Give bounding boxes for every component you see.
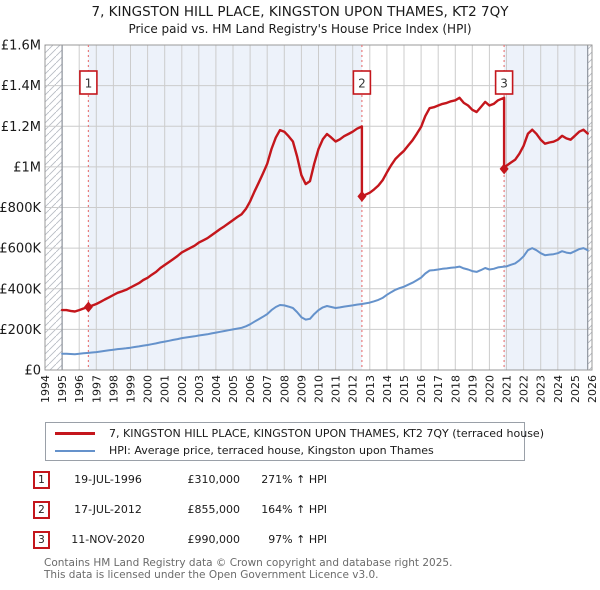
svg-text:2019: 2019 bbox=[466, 375, 479, 403]
transaction-row: 1 19-JUL-1996 £310,000 271% ↑ HPI bbox=[0, 471, 600, 501]
property-price-line bbox=[60, 96, 589, 313]
legend-item-property: 7, KINGSTON HILL PLACE, KINGSTON UPON TH… bbox=[55, 425, 544, 442]
svg-text:2013: 2013 bbox=[364, 375, 377, 403]
page-subtitle: Price paid vs. HM Land Registry's House … bbox=[128, 22, 472, 36]
sale-marker-diamond bbox=[83, 301, 93, 313]
svg-text:£1.4M: £1.4M bbox=[1, 79, 41, 94]
transaction-list: 1 19-JUL-1996 £310,000 271% ↑ HPI 2 17-JUL-20… bbox=[0, 471, 600, 561]
sale-marker-diamond bbox=[357, 190, 367, 202]
transaction-number-badge: 1 bbox=[33, 471, 50, 489]
svg-text:2003: 2003 bbox=[193, 375, 206, 403]
footer-line-1: Contains HM Land Registry data © Crown c… bbox=[44, 557, 453, 569]
sale-marker-label: 1 bbox=[85, 77, 93, 91]
svg-text:2017: 2017 bbox=[432, 375, 445, 403]
footer-line-2: This data is licensed under the Open Gov… bbox=[44, 568, 379, 581]
transaction-date: 19-JUL-1996 bbox=[74, 473, 142, 486]
transaction-row: 2 17-JUL-2012 £855,000 164% ↑ HPI bbox=[0, 501, 600, 531]
sale-marker-label-box bbox=[79, 70, 98, 95]
legend-item-hpi: HPI: Average price, terraced house, King… bbox=[55, 442, 434, 459]
hpi-line-swatch bbox=[55, 449, 95, 452]
svg-text:2026: 2026 bbox=[586, 375, 599, 403]
property-line-swatch bbox=[55, 432, 95, 435]
svg-text:2024: 2024 bbox=[552, 375, 565, 403]
transaction-price: £855,000 bbox=[187, 503, 241, 516]
transaction-price: £310,000 bbox=[187, 473, 241, 486]
svg-text:2005: 2005 bbox=[227, 375, 240, 403]
svg-text:2001: 2001 bbox=[159, 375, 172, 403]
svg-text:£600K: £600K bbox=[0, 242, 41, 257]
sale-marker-label-box bbox=[352, 70, 372, 95]
svg-text:2018: 2018 bbox=[449, 375, 462, 403]
svg-text:2012: 2012 bbox=[347, 375, 360, 403]
price-chart: 1 2 3 £0 £200K £400K £600K £800K £1M £1.2M £1.4M £1… bbox=[0, 39, 599, 404]
svg-text:1999: 1999 bbox=[125, 375, 138, 403]
svg-text:£200K: £200K bbox=[0, 323, 41, 338]
sale-marker-label-box bbox=[494, 70, 514, 95]
svg-text:2023: 2023 bbox=[535, 375, 548, 403]
chart-legend: 7, KINGSTON HILL PLACE, KINGSTON UPON TH… bbox=[45, 422, 544, 461]
sale-marker-label: 3 bbox=[500, 77, 508, 91]
svg-text:£800K: £800K bbox=[0, 201, 41, 216]
transaction-price: £990,000 bbox=[187, 533, 241, 546]
svg-text:1995: 1995 bbox=[56, 375, 69, 403]
svg-text:1994: 1994 bbox=[39, 375, 52, 403]
transaction-date: 11-NOV-2020 bbox=[71, 533, 145, 546]
svg-text:2011: 2011 bbox=[330, 375, 343, 403]
svg-text:2010: 2010 bbox=[313, 375, 326, 403]
svg-text:2000: 2000 bbox=[142, 375, 155, 403]
svg-text:1997: 1997 bbox=[90, 375, 103, 403]
svg-text:£1.6M: £1.6M bbox=[1, 39, 41, 54]
transaction-row: 3 11-NOV-2020 £990,000 97% ↑ HPI bbox=[0, 531, 600, 561]
sale-marker-label: 2 bbox=[358, 77, 366, 91]
page-title: 7, KINGSTON HILL PLACE, KINGSTON UPON TH… bbox=[91, 4, 509, 20]
svg-text:2022: 2022 bbox=[518, 375, 531, 403]
transaction-hpi-change: 164% ↑ HPI bbox=[261, 503, 327, 516]
transaction-date: 17-JUL-2012 bbox=[74, 503, 142, 516]
svg-text:2002: 2002 bbox=[176, 375, 189, 403]
y-axis-labels: £0 £200K £400K £600K £800K £1M £1.2M £1.4M £1.6M bbox=[0, 39, 41, 379]
transaction-number-badge: 2 bbox=[33, 501, 50, 519]
svg-text:2006: 2006 bbox=[244, 375, 257, 403]
svg-text:2020: 2020 bbox=[483, 375, 496, 403]
svg-text:2009: 2009 bbox=[295, 375, 308, 403]
license-footer: Contains HM Land Registry data © Crown c… bbox=[44, 557, 453, 581]
svg-text:2015: 2015 bbox=[398, 375, 411, 403]
legend-label-hpi: HPI: Average price, terraced house, King… bbox=[109, 444, 434, 457]
svg-text:2004: 2004 bbox=[210, 375, 223, 403]
svg-text:£0: £0 bbox=[24, 364, 41, 379]
transaction-hpi-change: 97% ↑ HPI bbox=[268, 533, 327, 546]
svg-text:£1.2M: £1.2M bbox=[1, 120, 41, 135]
plot-frame bbox=[44, 44, 593, 371]
sale-marker-diamond bbox=[499, 163, 509, 175]
svg-text:1998: 1998 bbox=[107, 375, 120, 403]
svg-text:2016: 2016 bbox=[415, 375, 428, 403]
svg-text:£1M: £1M bbox=[13, 160, 41, 175]
transaction-number-badge: 3 bbox=[33, 531, 50, 549]
svg-text:2008: 2008 bbox=[278, 375, 291, 403]
legend-label-property: 7, KINGSTON HILL PLACE, KINGSTON UPON TH… bbox=[109, 427, 544, 440]
svg-text:2021: 2021 bbox=[501, 375, 514, 403]
x-axis-labels: 1994 1995 1996 1997 1998 1999 2000 2001 2002 2003… bbox=[39, 375, 599, 403]
svg-text:2025: 2025 bbox=[569, 375, 582, 403]
hpi-line bbox=[61, 247, 589, 356]
transaction-hpi-change: 271% ↑ HPI bbox=[261, 473, 327, 486]
svg-text:£400K: £400K bbox=[0, 282, 41, 297]
svg-text:2007: 2007 bbox=[261, 375, 274, 403]
svg-text:2014: 2014 bbox=[381, 375, 394, 403]
svg-text:1996: 1996 bbox=[73, 375, 86, 403]
